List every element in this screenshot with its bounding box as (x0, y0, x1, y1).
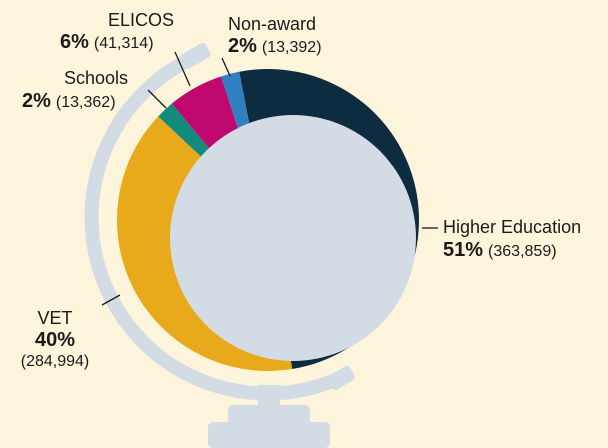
chart: Higher Education 51% (363,859) VET 40% (… (0, 0, 608, 448)
category-label: VET (37, 308, 72, 328)
category-label: Higher Education (443, 217, 581, 237)
percent-label: 6% (60, 31, 89, 53)
count-label: (284,994) (21, 353, 90, 370)
category-label: Schools (64, 68, 128, 88)
value-label: 51% (363,859) (443, 239, 557, 261)
percent-label: 2% (22, 90, 51, 112)
count-label: (13,362) (56, 94, 116, 111)
category-label: ELICOS (108, 10, 174, 30)
value-label: 2% (13,362) (22, 90, 116, 112)
value-label: 2% (13,392) (228, 35, 322, 57)
page: Higher Education 51% (363,859) VET 40% (… (0, 0, 608, 448)
count-label: (41,314) (94, 35, 154, 52)
count-label: (13,392) (262, 39, 322, 56)
percent-label: 40% (35, 329, 75, 351)
percent-label: 51% (443, 239, 483, 261)
category-label: Non-award (228, 14, 316, 34)
count-label: (363,859) (488, 243, 557, 260)
percent-label: 2% (228, 35, 257, 57)
value-label: 6% (41,314) (60, 31, 154, 53)
globe-center (170, 115, 416, 361)
